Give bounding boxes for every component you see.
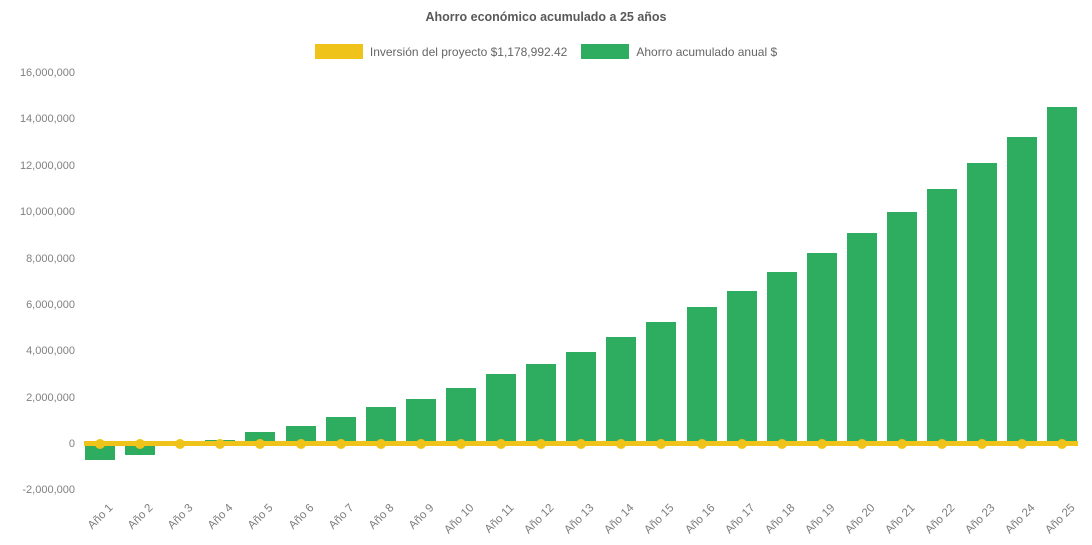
x-axis-label-year-10: Año 10 <box>442 502 477 537</box>
x-axis-label-year-9: Año 9 <box>406 502 437 532</box>
x-axis-label-year-11: Año 11 <box>482 502 517 536</box>
line-point-year-9 <box>415 438 426 449</box>
line-point-year-23 <box>977 438 988 449</box>
line-point-year-21 <box>897 438 907 449</box>
y-axis-label-16000000: 16,000,000 <box>19 67 75 79</box>
bar-year-19 <box>806 252 837 444</box>
line-point-year-14 <box>616 438 627 449</box>
bar-year-11 <box>486 374 516 444</box>
bar-year-21 <box>887 212 917 444</box>
line-point-year-18 <box>776 438 787 449</box>
chart-legend: Inversión del proyecto $1,178,992.42 Aho… <box>0 44 1092 59</box>
bar-year-9 <box>405 398 436 444</box>
line-point-year-16 <box>696 438 707 449</box>
bar-year-15 <box>646 322 677 444</box>
y-axis-label-12000000: 12,000,000 <box>19 159 75 172</box>
line-point-year-12 <box>536 438 547 449</box>
investment-legend-label: Inversión del proyecto $1,178,992.42 <box>369 44 568 59</box>
line-point-year-4 <box>215 438 226 449</box>
legend-item-savings[interactable]: Ahorro acumulado anual $ <box>581 44 777 59</box>
x-axis-label-year-16: Año 16 <box>682 502 717 537</box>
x-axis-label-year-14: Año 14 <box>602 502 637 537</box>
bar-year-13 <box>566 352 597 444</box>
line-point-year-10 <box>455 438 466 449</box>
y-axis-label-0: 0 <box>68 438 75 450</box>
chart-title: Ahorro económico acumulado a 25 años <box>425 10 667 24</box>
line-point-year-1 <box>95 438 105 449</box>
savings-legend-label: Ahorro acumulado anual $ <box>636 44 778 59</box>
line-point-year-13 <box>576 438 587 449</box>
y-axis-label-4000000: 4,000,000 <box>26 345 75 358</box>
line-point-year-20 <box>856 438 867 449</box>
bar-year-20 <box>846 232 877 444</box>
bar-year-12 <box>526 364 557 444</box>
line-point-year-17 <box>736 438 747 449</box>
y-axis-label-14000000: 14,000,000 <box>19 113 75 126</box>
x-axis-label-year-4: Año 4 <box>206 502 236 532</box>
x-axis-label-year-19: Año 19 <box>803 502 838 537</box>
legend-item-investment[interactable]: Inversión del proyecto $1,178,992.42 <box>314 44 568 59</box>
x-axis-label-year-17: Año 17 <box>722 502 758 537</box>
bar-year-5 <box>245 432 276 444</box>
x-axis-label-year-25: Año 25 <box>1043 502 1078 537</box>
x-axis-label-year-2: Año 2 <box>125 502 156 532</box>
x-axis-label-year-23: Año 23 <box>963 502 998 537</box>
line-point-year-7 <box>335 438 346 449</box>
line-point-year-6 <box>295 438 306 449</box>
bar-year-25 <box>1047 106 1078 444</box>
y-axis-label-2000000: 2,000,000 <box>26 391 75 404</box>
y-axis-label-10000000: 10,000,000 <box>19 206 75 219</box>
line-point-year-3 <box>175 438 186 449</box>
y-axis-label-8000000: 8,000,000 <box>26 252 75 265</box>
bar-year-24 <box>1007 136 1038 444</box>
line-point-year-15 <box>656 438 667 449</box>
bar-year-6 <box>285 425 316 444</box>
line-point-year-19 <box>816 438 827 449</box>
bar-year-14 <box>606 337 637 444</box>
bar-year-18 <box>766 272 797 444</box>
line-point-year-22 <box>937 438 948 449</box>
bar-year-1 <box>85 444 115 461</box>
x-axis-label-year-6: Año 6 <box>286 502 316 532</box>
line-point-year-8 <box>375 438 386 449</box>
x-axis-label-year-15: Año 15 <box>642 502 677 537</box>
x-axis-label-year-7: Año 7 <box>326 502 357 532</box>
investment-legend-swatch <box>314 44 363 59</box>
x-axis-label-year-18: Año 18 <box>762 502 798 537</box>
bar-year-16 <box>686 307 717 444</box>
x-axis-label-year-20: Año 20 <box>843 502 878 537</box>
x-axis-label-year-13: Año 13 <box>562 502 597 537</box>
line-point-year-11 <box>496 438 506 449</box>
x-axis-label-year-1: Año 1 <box>85 502 116 532</box>
y-axis-label--2000000: -2,000,000 <box>22 484 75 497</box>
x-axis-label-year-12: Año 12 <box>522 502 557 537</box>
bar-year-2 <box>125 444 156 456</box>
line-point-year-24 <box>1017 438 1028 449</box>
x-axis-label-year-8: Año 8 <box>366 502 397 532</box>
x-axis-label-year-22: Año 22 <box>923 502 958 537</box>
line-point-year-2 <box>135 438 146 449</box>
bar-year-10 <box>445 388 476 444</box>
bar-year-8 <box>365 406 396 444</box>
savings-legend-swatch <box>581 44 630 59</box>
line-point-year-25 <box>1057 438 1068 449</box>
x-axis-label-year-24: Año 24 <box>1003 502 1038 537</box>
bar-year-17 <box>726 290 757 444</box>
bar-year-22 <box>927 188 958 444</box>
y-axis-label-6000000: 6,000,000 <box>26 298 75 311</box>
x-axis-label-year-3: Año 3 <box>165 502 196 532</box>
x-axis-label-year-5: Año 5 <box>246 502 276 532</box>
x-axis-label-year-21: Año 21 <box>883 502 918 537</box>
line-point-year-5 <box>255 438 266 449</box>
bar-year-23 <box>967 163 998 444</box>
